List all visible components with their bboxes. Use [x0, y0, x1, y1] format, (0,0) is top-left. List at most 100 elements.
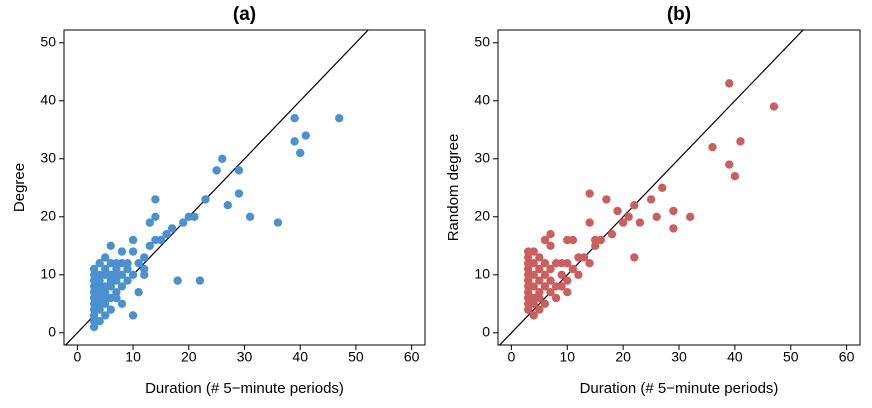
- point: [730, 171, 740, 181]
- point: [201, 195, 210, 204]
- point: [607, 229, 617, 239]
- point: [557, 270, 566, 280]
- point: [290, 137, 299, 146]
- point: [117, 282, 127, 291]
- point: [585, 218, 594, 227]
- point: [112, 276, 121, 285]
- x-tick-label: 40: [292, 349, 308, 365]
- point: [134, 259, 143, 268]
- x-tick-label: 60: [839, 349, 855, 365]
- point: [585, 189, 594, 198]
- point: [95, 259, 104, 268]
- point: [128, 311, 138, 320]
- x-tick-label: 50: [783, 349, 799, 365]
- point: [540, 299, 550, 309]
- point: [145, 218, 154, 227]
- point: [95, 276, 104, 285]
- point: [646, 195, 656, 204]
- point: [296, 148, 305, 158]
- y-tick-label: 30: [474, 149, 490, 165]
- point: [624, 212, 633, 221]
- x-tick-label: 0: [508, 349, 516, 365]
- x-tick-label: 20: [181, 349, 197, 365]
- point: [535, 253, 544, 262]
- point: [523, 276, 533, 285]
- point: [117, 299, 127, 309]
- y-tick-label: 0: [482, 324, 490, 340]
- x-tick-label: 60: [404, 349, 420, 365]
- point: [173, 276, 182, 285]
- point: [106, 305, 115, 314]
- panel-title: (a): [233, 4, 256, 25]
- point: [540, 235, 550, 245]
- plot-frame: [63, 29, 426, 346]
- point: [245, 212, 255, 221]
- point: [669, 224, 678, 233]
- point: [568, 264, 578, 274]
- point: [574, 270, 583, 280]
- point: [529, 259, 538, 268]
- point: [167, 224, 177, 233]
- x-tick-label: 40: [727, 349, 743, 365]
- point: [156, 235, 166, 245]
- point: [195, 276, 205, 285]
- point: [540, 270, 550, 280]
- point: [301, 131, 310, 140]
- point: [546, 264, 555, 274]
- y-tick-label: 30: [40, 149, 56, 165]
- point: [546, 288, 555, 297]
- point: [535, 305, 544, 314]
- x-tick-label: 10: [559, 349, 575, 365]
- point: [535, 288, 544, 297]
- point: [223, 200, 232, 210]
- point: [101, 264, 110, 274]
- point: [151, 212, 160, 221]
- point: [218, 154, 227, 163]
- y-tick-label: 10: [40, 266, 56, 282]
- y-tick-label: 40: [40, 91, 56, 107]
- y-tick-label: 40: [474, 91, 490, 107]
- point: [101, 299, 110, 309]
- point: [523, 305, 533, 314]
- point: [117, 247, 127, 256]
- point: [529, 247, 538, 256]
- y-tick-label: 10: [474, 266, 490, 282]
- point: [568, 235, 578, 245]
- point: [630, 200, 639, 210]
- point: [630, 253, 639, 262]
- point: [179, 218, 188, 227]
- x-tick-label: 0: [73, 349, 81, 365]
- point: [234, 189, 244, 198]
- point: [563, 276, 572, 285]
- point: [736, 137, 745, 146]
- point: [535, 293, 544, 303]
- point: [290, 113, 299, 123]
- point: [529, 270, 538, 280]
- y-axis-label: Degree: [11, 163, 28, 212]
- point: [618, 218, 628, 227]
- point: [585, 259, 594, 268]
- point: [540, 259, 550, 268]
- point: [546, 241, 555, 251]
- y-tick-label: 0: [48, 324, 56, 340]
- point: [112, 288, 121, 297]
- point: [140, 270, 149, 280]
- point: [89, 322, 99, 332]
- point: [523, 288, 533, 297]
- x-axis-label: Duration (# 5−minute periods): [580, 380, 779, 397]
- point: [540, 282, 550, 291]
- point: [685, 212, 695, 221]
- point: [546, 229, 555, 239]
- point: [596, 235, 605, 245]
- point: [106, 241, 115, 251]
- point: [140, 253, 149, 262]
- point: [579, 253, 589, 262]
- point: [551, 293, 561, 303]
- point: [557, 282, 566, 291]
- y-tick-label: 20: [40, 207, 56, 223]
- x-tick-label: 20: [615, 349, 631, 365]
- point: [563, 259, 572, 268]
- point: [725, 79, 734, 88]
- point: [89, 264, 99, 274]
